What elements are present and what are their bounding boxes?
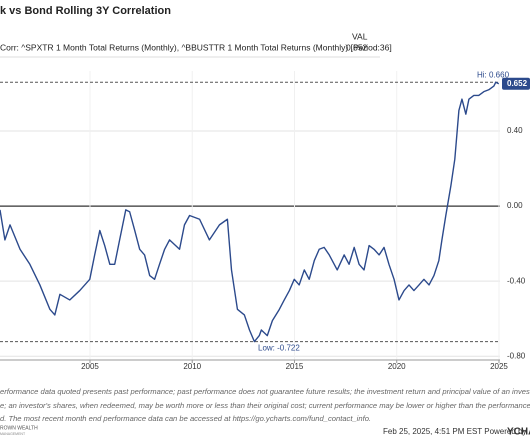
low-label: Low: -0.722 bbox=[258, 344, 300, 353]
last-value-label: 0.652 bbox=[507, 79, 528, 88]
disclaimer: e; an investor's shares, when redeemed, … bbox=[0, 401, 530, 410]
x-tick-label: 2015 bbox=[286, 362, 304, 371]
y-tick-label: -0.40 bbox=[507, 276, 526, 285]
legend-value: 0.652 bbox=[346, 42, 368, 52]
legend-entry: Corr: ^SPXTR 1 Month Total Returns (Mont… bbox=[0, 42, 392, 52]
brand: YCHAR bbox=[507, 427, 530, 438]
disclaimer: d. The most recent month end performance… bbox=[0, 414, 371, 423]
series-line bbox=[0, 81, 500, 343]
x-tick-label: 2005 bbox=[81, 362, 99, 371]
x-tick-label: 2020 bbox=[388, 362, 406, 371]
y-tick-label: -0.80 bbox=[507, 351, 526, 360]
disclaimer: erformance data quoted presents past per… bbox=[0, 387, 530, 396]
high-label: Hi: 0.660 bbox=[477, 70, 510, 79]
y-tick-label: 0.40 bbox=[507, 126, 523, 135]
last-value-badge bbox=[502, 77, 530, 90]
chart-title: k vs Bond Rolling 3Y Correlation bbox=[0, 5, 171, 17]
y-tick-label: 0.00 bbox=[507, 201, 523, 210]
legend-header: VAL bbox=[352, 31, 368, 41]
x-tick-label: 2025 bbox=[490, 362, 508, 371]
x-tick-label: 2010 bbox=[183, 362, 201, 371]
logo-sub: MANAGEMENT bbox=[0, 432, 26, 436]
timestamp: Feb 25, 2025, 4:51 PM EST Powered by bbox=[383, 427, 527, 436]
logo: ROWN WEALTH bbox=[0, 425, 38, 431]
